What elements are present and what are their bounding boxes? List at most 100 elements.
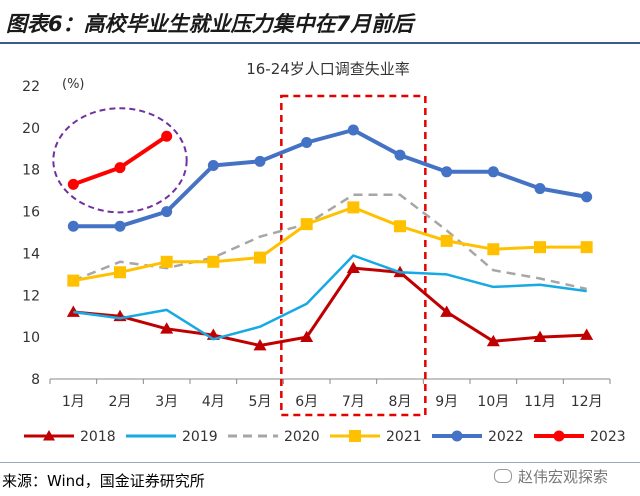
- chart-title: 16-24岁人口调查失业率: [246, 60, 410, 78]
- series-line-2021: [73, 205, 587, 283]
- x-tick-label: 7月: [342, 394, 365, 410]
- highlight-ellipse: [52, 107, 188, 214]
- highlight-box: [280, 94, 427, 417]
- data-point-2021: [300, 218, 313, 231]
- data-point-2023: [67, 178, 79, 190]
- data-point-2021: [394, 220, 406, 233]
- legend-label-2023: 2023: [590, 429, 626, 445]
- y-tick-label: 8: [31, 372, 40, 388]
- x-tick-label: 1月: [62, 394, 85, 410]
- data-point-2022: [67, 220, 79, 232]
- data-point-2022: [114, 220, 126, 232]
- report-header: 图表6：高校毕业生就业压力集中在7月前后: [0, 0, 640, 44]
- series-2020: [72, 193, 587, 291]
- data-point-2018: [533, 330, 547, 343]
- data-point-2018: [346, 261, 360, 273]
- legend-item-2021: 2021: [330, 429, 422, 445]
- data-point-2021: [440, 234, 453, 247]
- y-tick-label: 10: [22, 330, 40, 346]
- legend-marker-2021: [349, 430, 361, 442]
- y-axis: 8 10 12 14 16 18 20 22: [22, 79, 40, 388]
- header-rule: [0, 42, 640, 44]
- x-tick-label: 3月: [155, 394, 178, 410]
- data-point-2022: [301, 137, 313, 149]
- y-tick-label: 18: [22, 163, 40, 179]
- series-line-2018: [73, 266, 587, 347]
- data-point-2021: [580, 241, 593, 254]
- data-point-2021: [160, 255, 173, 268]
- y-tick-label: 20: [22, 121, 40, 137]
- figure-title: 图表6：高校毕业生就业压力集中在7月前后: [6, 12, 414, 36]
- data-point-2018: [300, 330, 314, 343]
- series-line-2020: [72, 193, 587, 291]
- data-point-2021: [487, 243, 500, 256]
- legend-label-2018: 2018: [80, 429, 116, 445]
- data-point-2021: [347, 201, 360, 214]
- data-point-2021: [254, 251, 266, 264]
- legend-item-2019: 2019: [126, 429, 218, 445]
- series-2019: [73, 254, 587, 341]
- data-point-2018: [486, 334, 500, 347]
- data-point-2018: [440, 305, 454, 317]
- data-point-2018: [160, 322, 174, 334]
- data-point-2021: [67, 274, 80, 287]
- data-point-2022: [347, 124, 359, 136]
- series-2018: [66, 261, 594, 351]
- legend-item-2023: 2023: [534, 429, 626, 445]
- data-point-2021: [207, 255, 220, 268]
- legend-label-2019: 2019: [182, 429, 218, 445]
- data-point-2018: [253, 339, 267, 351]
- legend-item-2022: 2022: [432, 429, 524, 445]
- data-point-2023: [114, 162, 126, 174]
- legend-label-2021: 2021: [386, 429, 422, 445]
- x-axis: 1月 2月 3月 4月 5月 6月 7月 8月 9月 10月 11月 12月: [49, 378, 611, 410]
- y-tick-label: 22: [22, 79, 40, 95]
- series-layer: [66, 124, 594, 351]
- series-line-2022: [73, 128, 588, 229]
- x-tick-label: 9月: [435, 394, 458, 410]
- x-tick-label: 4月: [202, 394, 225, 410]
- data-point-2021: [114, 266, 126, 279]
- legend-marker-2023: [553, 430, 565, 442]
- legend-marker-2018: [43, 430, 55, 441]
- watermark-text: 赵伟宏观探索: [518, 468, 609, 486]
- series-2022: [67, 124, 593, 232]
- data-point-2022: [581, 191, 593, 203]
- data-point-2022: [254, 155, 266, 167]
- legend-label-2022: 2022: [488, 429, 524, 445]
- series-2023: [67, 130, 173, 190]
- data-point-2021: [534, 241, 546, 254]
- series-line-2023: [72, 134, 168, 187]
- legend-marker-2022: [451, 430, 463, 442]
- data-point-2022: [207, 160, 219, 172]
- data-point-2022: [487, 166, 499, 178]
- series-line-2019: [73, 254, 587, 341]
- data-point-2022: [161, 206, 173, 218]
- data-point-2022: [441, 166, 453, 178]
- wechat-icon: [494, 469, 512, 483]
- data-point-2022: [394, 149, 406, 161]
- footer-rule: [0, 462, 640, 463]
- source-note: 来源：Wind，国金证券研究所: [2, 472, 205, 490]
- y-tick-label: 16: [22, 205, 40, 221]
- y-axis-unit: (%): [62, 77, 85, 92]
- x-tick-label: 6月: [295, 394, 318, 410]
- series-2021: [67, 201, 593, 287]
- data-point-2023: [161, 130, 173, 142]
- legend: 2018 2019 2020 2021 2022 2023: [24, 429, 626, 445]
- x-tick-label: 8月: [389, 394, 412, 410]
- x-tick-label: 5月: [249, 394, 272, 410]
- x-tick-label: 2月: [109, 394, 132, 410]
- data-point-2018: [580, 328, 594, 340]
- legend-item-2018: 2018: [24, 429, 116, 445]
- x-tick-label: 10月: [477, 394, 509, 410]
- legend-item-2020: 2020: [228, 429, 320, 445]
- y-tick-label: 14: [22, 246, 40, 262]
- data-point-2022: [534, 183, 546, 195]
- y-tick-label: 12: [22, 288, 40, 304]
- annotations: [52, 94, 427, 417]
- legend-label-2020: 2020: [284, 429, 320, 445]
- watermark: 赵伟宏观探索: [494, 466, 608, 487]
- report-footer: 来源：Wind，国金证券研究所 赵伟宏观探索: [0, 462, 640, 496]
